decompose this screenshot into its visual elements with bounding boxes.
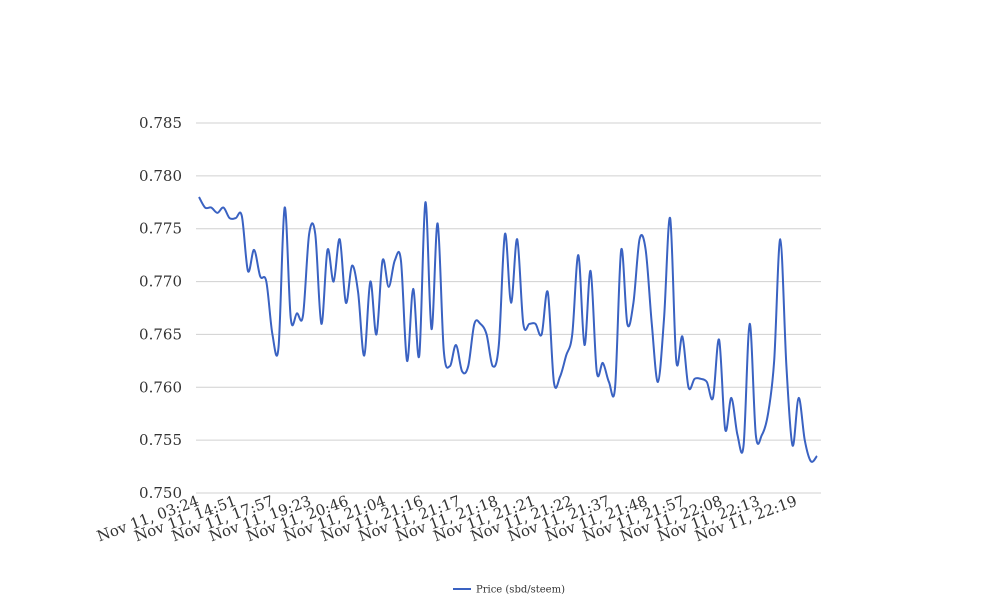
y-tick-label: 0.780 (139, 167, 182, 185)
series-line-price (198, 196, 818, 463)
y-tick-label: 0.755 (139, 431, 182, 449)
y-tick-label: 0.770 (139, 273, 182, 291)
y-tick-label: 0.775 (139, 220, 182, 238)
y-tick-label: 0.760 (139, 378, 182, 396)
series-lines (198, 196, 818, 463)
legend: Price (sbd/steem) (453, 585, 565, 596)
legend-label: Price (sbd/steem) (476, 585, 565, 596)
y-axis-tick-labels: 0.750 0.755 0.760 0.765 0.770 0.775 0.780 0.785 (139, 114, 182, 502)
y-tick-label: 0.765 (139, 325, 182, 343)
y-tick-label: 0.750 (139, 484, 182, 502)
y-tick-label: 0.785 (139, 114, 182, 132)
